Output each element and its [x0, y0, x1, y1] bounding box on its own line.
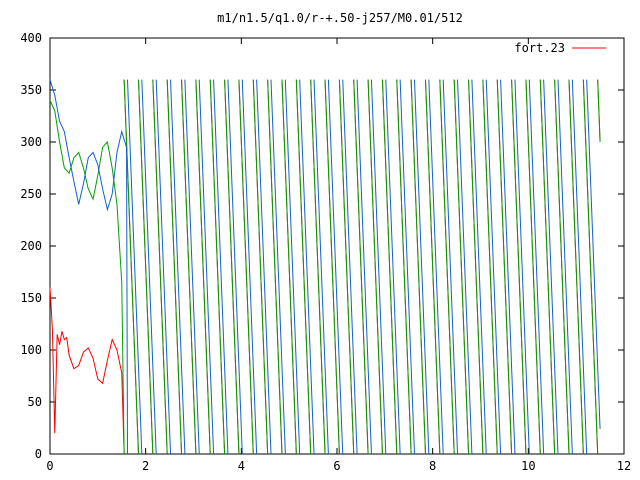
x-tick-label: 6 — [333, 459, 340, 473]
series-layer — [49, 79, 601, 455]
series-line-2 — [49, 79, 601, 455]
x-tick-label: 10 — [521, 459, 535, 473]
y-tick-label: 350 — [20, 83, 42, 97]
y-tick-label: 150 — [20, 291, 42, 305]
legend-label-fort-23: fort.23 — [514, 41, 565, 55]
x-axis: 0 2 4 6 8 10 12 — [46, 38, 631, 473]
y-tick-label: 300 — [20, 135, 42, 149]
y-axis: 0 50 100 150 200 250 300 350 400 — [20, 31, 624, 461]
x-tick-label: 4 — [238, 459, 245, 473]
y-tick-label: 400 — [20, 31, 42, 45]
x-tick-label: 0 — [46, 459, 53, 473]
chart-title: m1/n1.5/q1.0/r-+.50-j257/M0.01/512 — [217, 11, 463, 25]
y-tick-label: 100 — [20, 343, 42, 357]
legend: fort.23 — [514, 41, 606, 55]
x-tick-label: 2 — [142, 459, 149, 473]
y-tick-label: 50 — [28, 395, 42, 409]
y-tick-label: 0 — [35, 447, 42, 461]
y-tick-label: 250 — [20, 187, 42, 201]
series-line-3 — [49, 79, 601, 455]
x-tick-label: 12 — [617, 459, 631, 473]
y-tick-label: 200 — [20, 239, 42, 253]
x-tick-label: 8 — [429, 459, 436, 473]
